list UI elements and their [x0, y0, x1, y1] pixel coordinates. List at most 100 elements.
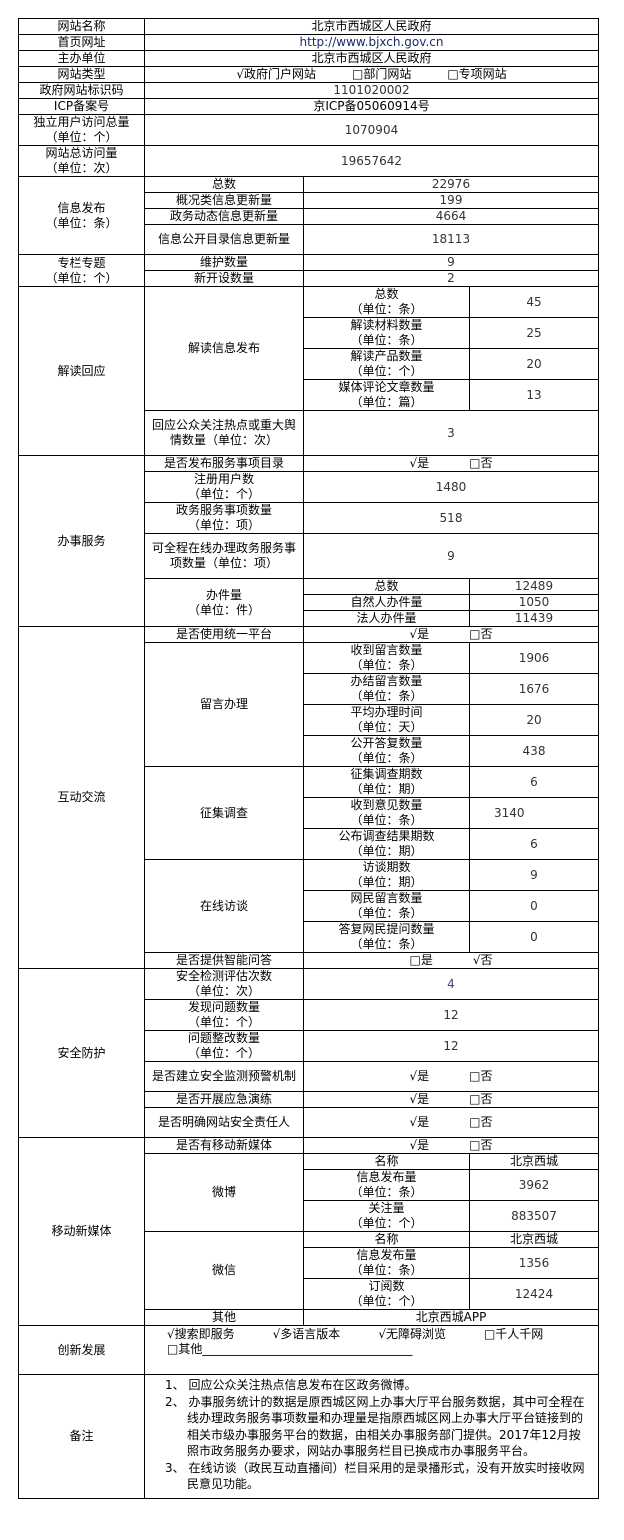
- row-interact: 征集调查 征集调查期数 （单位：期） 6: [19, 766, 599, 860]
- value: 6: [469, 766, 599, 798]
- row-media: 移动新媒体 是否有移动新媒体 √是 □否: [18, 1137, 599, 1326]
- label: 网站总访问量 （单位：次）: [18, 145, 145, 177]
- row-wechat: 微信 名称 北京西城: [19, 1231, 599, 1310]
- sub-label: 留言办理: [144, 642, 304, 767]
- sub-label: 办件量 （单位：件）: [144, 578, 304, 627]
- label: 是否使用统一平台: [144, 626, 304, 643]
- label: 公布调查结果期数 （单位：期）: [303, 828, 470, 860]
- sub-label: 在线访谈: [144, 859, 304, 953]
- option-other: □其他___________________________________: [167, 1342, 413, 1356]
- row-security: 是否开展应急演练 √是 □否: [19, 1091, 599, 1108]
- label: 信息公开目录信息更新量: [144, 224, 304, 255]
- label: 安全检测评估次数 （单位：次）: [144, 968, 304, 1000]
- value: 3962: [469, 1169, 599, 1201]
- section-label: 专栏专题 （单位：个）: [18, 254, 145, 287]
- value: 北京西城: [469, 1231, 599, 1248]
- option: □部门网站: [351, 67, 412, 82]
- row-icp: ICP备案号 京ICP备05060914号: [18, 98, 599, 115]
- row-unique-visitors: 独立用户访问总量 （单位：个） 1070904: [18, 114, 599, 146]
- label: 总数: [144, 176, 304, 193]
- row-cases: 法人办件量 11439: [19, 610, 599, 627]
- row-info: 信息公开目录信息更新量 18113: [19, 224, 599, 255]
- label: 政务服务事项数量 （单位：项）: [144, 502, 304, 534]
- option: □专项网站: [447, 67, 507, 82]
- sub-label: 征集调查: [144, 766, 304, 860]
- label: 订阅数 （单位：个）: [303, 1278, 470, 1310]
- value: 1070904: [144, 114, 599, 146]
- row-security: 是否建立安全监测预警机制 √是 □否: [19, 1061, 599, 1092]
- label: 网民留言数量 （单位：条）: [303, 890, 470, 922]
- row-security: 发现问题数量 （单位：个） 12: [19, 999, 599, 1031]
- label: 公开答复数量 （单位：条）: [303, 735, 470, 767]
- row-total-visits: 网站总访问量 （单位：次） 19657642: [18, 145, 599, 177]
- value: 1480: [303, 471, 599, 503]
- row-response: 回应公众关注热点或重大舆情数量（单位：次） 3: [19, 410, 599, 456]
- value: 19657642: [144, 145, 599, 177]
- label: 法人办件量: [303, 610, 470, 627]
- section-label: 办事服务: [18, 455, 145, 627]
- yes-no: √是 □否: [303, 626, 599, 643]
- label: 发现问题数量 （单位：个）: [144, 999, 304, 1031]
- yes-no: √是 □否: [303, 1061, 599, 1092]
- row-interact: 办结留言数量 （单位：条） 1676: [19, 673, 599, 705]
- value: 1356: [469, 1247, 599, 1279]
- row-interact: 收到意见数量 （单位：条） 3140: [19, 797, 599, 829]
- yes-no: √是 □否: [303, 1107, 599, 1138]
- row-site-name: 网站名称 北京市西城区人民政府: [18, 18, 599, 35]
- homepage-link[interactable]: http://www.bjxch.gov.cn: [144, 34, 599, 51]
- option: □千人千网: [483, 1327, 544, 1341]
- label: 征集调查期数 （单位：期）: [303, 766, 470, 798]
- label: 是否建立安全监测预警机制: [144, 1061, 304, 1092]
- label: 首页网址: [18, 34, 145, 51]
- label: 总数 （单位：条）: [303, 286, 470, 318]
- value: 北京西城: [469, 1153, 599, 1170]
- row-interact-qa: 是否提供智能问答 □是 √否: [19, 952, 599, 969]
- value: 1906: [469, 642, 599, 674]
- label: 名称: [303, 1231, 470, 1248]
- row-info: 信息发布 （单位：条） 总数 22976: [18, 176, 599, 255]
- value: 4: [303, 968, 599, 1000]
- option: √多语言版本: [272, 1327, 341, 1341]
- label: 问题整改数量 （单位：个）: [144, 1030, 304, 1062]
- option: √无障碍浏览: [378, 1327, 446, 1341]
- row-security: 是否明确网站安全责任人 √是 □否: [19, 1107, 599, 1138]
- label: 维护数量: [144, 254, 304, 271]
- row-interact: 答复网民提问数量 （单位：条） 0: [19, 921, 599, 953]
- value: 438: [469, 735, 599, 767]
- label: 解读产品数量 （单位：个）: [303, 348, 470, 380]
- label: 新开设数量: [144, 270, 304, 287]
- value: 北京市西城区人民政府: [144, 18, 599, 35]
- label: 注册用户数 （单位：个）: [144, 471, 304, 503]
- value: 518: [303, 502, 599, 534]
- row-interact: 平均办理时间 （单位：天） 20: [19, 704, 599, 736]
- label: 其他: [144, 1309, 304, 1326]
- value: 12489: [469, 578, 599, 595]
- value: 北京市西城区人民政府: [144, 50, 599, 67]
- row-interact: 网民留言数量 （单位：条） 0: [19, 890, 599, 922]
- row-columns: 专栏专题 （单位：个） 维护数量 9: [18, 254, 599, 287]
- row-interact-platform: 互动交流 是否使用统一平台 √是 □否: [18, 626, 599, 969]
- row-weibo: 信息发布量 （单位：条） 3962: [19, 1169, 599, 1201]
- label: 概况类信息更新量: [144, 192, 304, 209]
- section-label: 移动新媒体: [18, 1137, 145, 1326]
- row-weibo: 关注量 （单位：个） 883507: [19, 1200, 599, 1232]
- sub-label: 微信: [144, 1231, 304, 1310]
- label: 收到留言数量 （单位：条）: [303, 642, 470, 674]
- row-host: 主办单位 北京市西城区人民政府: [18, 50, 599, 67]
- row-innovation: 创新发展 √搜索即服务 √多语言版本 √无障碍浏览 □千人千网 □其他__________…: [18, 1325, 599, 1375]
- label: 总数: [303, 578, 470, 595]
- row-interact: 留言办理 收到留言数量 （单位：条） 1906: [19, 642, 599, 767]
- label: 关注量 （单位：个）: [303, 1200, 470, 1232]
- label: 网站名称: [18, 18, 145, 35]
- label: 信息发布量 （单位：条）: [303, 1169, 470, 1201]
- label: 解读材料数量 （单位：条）: [303, 317, 470, 349]
- value: 22976: [303, 176, 599, 193]
- value: 0: [469, 890, 599, 922]
- section-label: 解读回应: [18, 286, 145, 456]
- label: 是否开展应急演练: [144, 1091, 304, 1108]
- value: 9: [303, 254, 599, 271]
- value: 45: [469, 286, 599, 318]
- value: 3140: [469, 797, 599, 829]
- label: 是否提供智能问答: [144, 952, 304, 969]
- value: 6: [469, 828, 599, 860]
